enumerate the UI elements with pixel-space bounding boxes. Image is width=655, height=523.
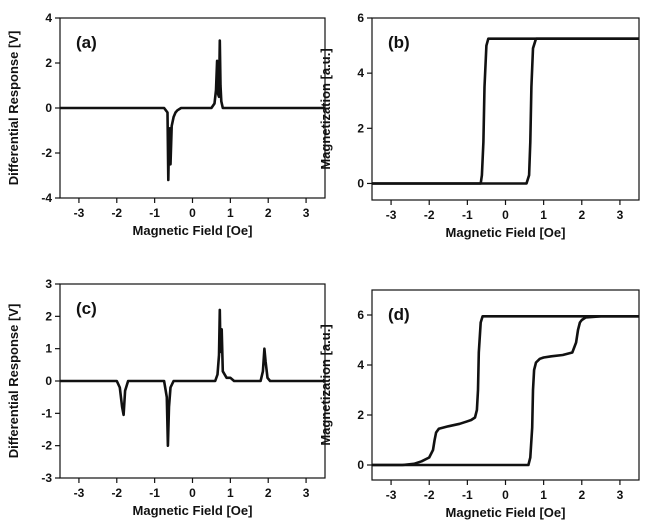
x-tick-label: 0: [189, 206, 196, 220]
x-tick-label: -2: [424, 488, 435, 502]
x-tick-label: -1: [462, 488, 473, 502]
x-tick-label: 1: [227, 206, 234, 220]
y-tick-label: 6: [357, 308, 364, 322]
y-tick-label: -2: [41, 439, 52, 453]
y-tick-label: 2: [357, 121, 364, 135]
chart-panel: -3 -2 -1 0 1 2 3 0 2 4 6 Magnetic Field [Oe] Magneti…: [318, 289, 640, 520]
panel-label: (c): [76, 299, 97, 318]
y-tick-label: 2: [45, 56, 52, 70]
x-axis-label: Magnetic Field [Oe]: [446, 225, 566, 240]
chart-panel: -3 -2 -1 0 1 2 3 -4 -2 0 2 4 Magnetic Field [Oe] Diff…: [6, 11, 326, 238]
y-tick-label: 4: [357, 358, 364, 372]
x-tick-label: -3: [74, 486, 85, 500]
y-tick-label: 3: [45, 277, 52, 291]
x-axis-label: Magnetic Field [Oe]: [133, 503, 253, 518]
x-axis-label: Magnetic Field [Oe]: [133, 223, 253, 238]
series-line: [372, 37, 639, 185]
x-tick-label: 0: [502, 208, 509, 222]
x-tick-label: -2: [111, 486, 122, 500]
x-tick-label: 0: [502, 488, 509, 502]
x-tick-label: -1: [462, 208, 473, 222]
x-tick-label: 3: [617, 488, 624, 502]
y-tick-label: 0: [45, 101, 52, 115]
x-tick-label: -3: [386, 488, 397, 502]
x-tick-label: -3: [386, 208, 397, 222]
series-line: [372, 315, 639, 467]
x-tick-label: 1: [227, 486, 234, 500]
y-axis-label: Differential Response [V]: [6, 31, 21, 186]
y-tick-label: 2: [45, 309, 52, 323]
x-tick-label: 2: [578, 488, 585, 502]
x-tick-label: 3: [303, 206, 310, 220]
x-tick-label: -1: [149, 486, 160, 500]
plot-frame: [371, 17, 640, 201]
x-tick-label: -2: [111, 206, 122, 220]
series-line: [372, 37, 639, 185]
y-axis-label: Magnetization [a.u.]: [318, 324, 333, 445]
y-tick-label: -3: [41, 471, 52, 485]
x-tick-label: 2: [265, 206, 272, 220]
x-tick-label: 1: [540, 208, 547, 222]
x-tick-label: 2: [578, 208, 585, 222]
panel-label: (d): [388, 305, 410, 324]
y-tick-label: 0: [45, 374, 52, 388]
y-tick-label: -1: [41, 406, 52, 420]
y-tick-label: -4: [41, 191, 52, 205]
panel-label: (a): [76, 33, 97, 52]
x-tick-label: 2: [265, 486, 272, 500]
series-line: [372, 315, 639, 467]
y-tick-label: 4: [45, 11, 52, 25]
x-tick-label: 3: [617, 208, 624, 222]
y-tick-label: 6: [357, 11, 364, 25]
y-tick-label: 0: [357, 176, 364, 190]
y-axis-label: Differential Response [V]: [6, 304, 21, 459]
x-tick-label: 3: [303, 486, 310, 500]
x-axis-label: Magnetic Field [Oe]: [446, 505, 566, 520]
y-tick-label: 4: [357, 66, 364, 80]
x-tick-label: 0: [189, 486, 196, 500]
panel-label: (b): [388, 33, 410, 52]
y-tick-label: 2: [357, 408, 364, 422]
x-tick-label: -1: [149, 206, 160, 220]
chart-panel: -3 -2 -1 0 1 2 3 -3 -2 -1 0 1 2 3 Magnetic Field [Oe] D…: [6, 277, 326, 518]
x-tick-label: -3: [74, 206, 85, 220]
y-tick-label: 1: [45, 342, 52, 356]
series-line: [60, 308, 325, 447]
series-line: [60, 39, 325, 182]
y-axis-label: Magnetization [a.u.]: [318, 48, 333, 169]
plot-frame: [371, 289, 640, 481]
x-tick-label: -2: [424, 208, 435, 222]
y-tick-label: -2: [41, 146, 52, 160]
y-tick-label: 0: [357, 458, 364, 472]
chart-panel: -3 -2 -1 0 1 2 3 0 2 4 6 Magnetic Field [Oe] Magneti…: [318, 11, 640, 240]
x-tick-label: 1: [540, 488, 547, 502]
